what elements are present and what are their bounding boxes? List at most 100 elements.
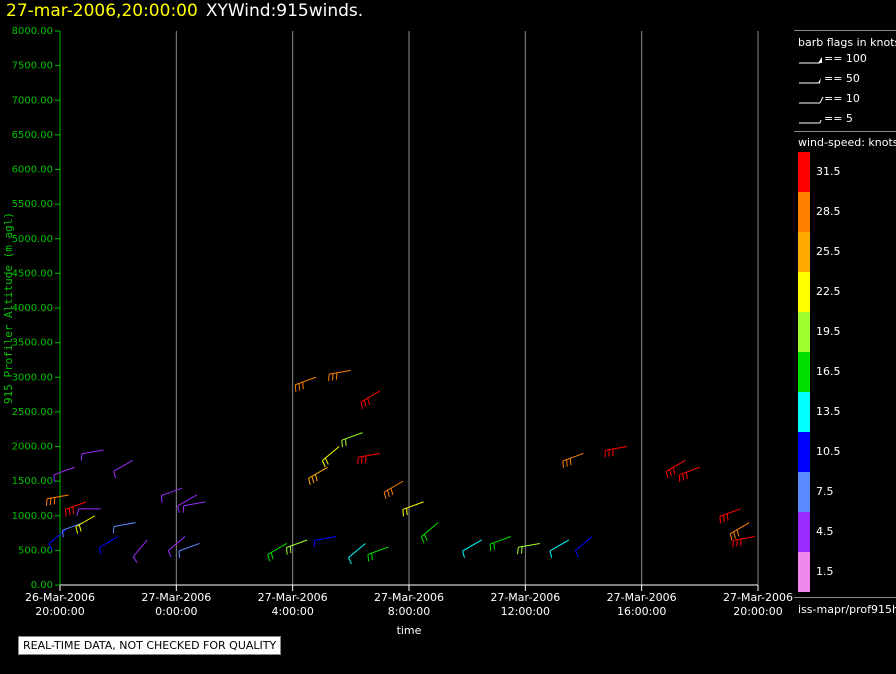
wind-barb [286,539,308,555]
wind-barb [65,501,87,517]
wind-barb [112,522,136,534]
colorbar-label: 7.5 [816,485,834,498]
y-tick-label: 7000.00 [12,95,53,106]
y-tick-label: 2500.00 [12,407,53,418]
wind-barb [729,522,750,541]
colorbar-label: 13.5 [816,405,841,418]
x-tick-label: 16:00:00 [617,605,666,618]
colorbar-label: 1.5 [816,565,834,578]
title-bar: 27-mar-2006,20:00:00 XYWind:915winds. [6,1,363,21]
wind-barb [167,536,186,558]
wind-barb [267,543,288,562]
colorbar-swatch [798,232,810,272]
date-title: 27-mar-2006,20:00:00 [6,1,198,21]
y-tick-label: 0.00 [31,580,53,591]
wind-barb [113,459,133,479]
x-tick-label: 27-Mar-2006 [723,591,793,604]
wind-barb [678,466,701,482]
source-label: iss-mapr/prof915h [798,603,896,616]
colorbar-swatch [798,392,810,432]
y-tick-label: 6500.00 [12,130,53,141]
wind-barb [367,546,389,562]
wind-barb [517,542,540,555]
wind-barb [574,536,593,558]
wind-barb [177,494,197,513]
y-tick-label: 3500.00 [12,338,53,349]
colorbar-swatch [798,192,810,232]
colorbar-label: 16.5 [816,365,841,378]
barb-flag-item: == 10 [798,92,896,106]
y-tick-label: 5000.00 [12,234,53,245]
barb-flag-icon [799,119,822,124]
x-tick-label: 0:00:00 [155,605,197,618]
colorbar-swatch [798,512,810,552]
barb-flag-label: == 100 [824,52,867,65]
wind-profiler-chart: 26-Mar-200620:00:0027-Mar-20060:00:0027-… [2,26,793,637]
wind-barb [462,539,482,558]
wind-barb [321,446,340,468]
x-tick-label: 27-Mar-2006 [374,591,444,604]
colorbar-label: 25.5 [816,245,841,258]
wind-barb [80,449,104,461]
x-tick-label: 12:00:00 [501,605,550,618]
y-tick-label: 6000.00 [12,165,53,176]
colorbar-label: 4.5 [816,525,834,538]
y-tick-label: 4500.00 [12,268,53,279]
barb-flag-icon [799,96,824,104]
wind-barb [341,432,363,448]
x-tick-label: 27-Mar-2006 [490,591,560,604]
wind-barb [75,515,96,534]
colorbar-swatch [798,432,810,472]
wind-barb [98,536,119,555]
x-tick-label: 27-Mar-2006 [607,591,677,604]
legend-separator [794,30,896,31]
x-tick-label: 27-Mar-2006 [258,591,328,604]
y-tick-label: 2000.00 [12,442,53,453]
wind-barb [549,539,570,558]
y-tick-label: 1500.00 [12,476,53,487]
barb-flag-icon [799,57,822,64]
y-axis-label: 915 Profiler Altitude (m agl) [2,212,15,404]
x-tick-label: 4:00:00 [271,605,313,618]
barb-flag-item: == 100 [798,52,896,66]
y-tick-label: 5500.00 [12,199,53,210]
wind-barb [383,480,404,500]
colorbar-label: 10.5 [816,445,841,458]
colorbar-swatch [798,312,810,352]
wind-barb [732,536,756,548]
barb-flag-icon [799,78,821,84]
x-tick-label: 20:00:00 [733,605,782,618]
x-tick-label: 27-Mar-2006 [141,591,211,604]
quality-notice: REAL-TIME DATA, NOT CHECKED FOR QUALITY [18,636,282,655]
plot-name-title: XYWind:915winds. [205,1,364,21]
wind-barb [313,536,337,548]
colorbar-swatch [798,352,810,392]
barb-legend-title: barb flags in knots [798,36,896,49]
wind-barb [160,487,183,503]
colorbar-swatch [798,272,810,312]
legend-panel: barb flags in knots == 100 == 50 == 10 == 5… [794,30,896,624]
wind-barb [76,508,101,516]
wind-barb [604,446,628,458]
wind-barb [132,539,148,563]
colorbar-label: 22.5 [816,285,841,298]
x-axis-label: time [397,624,422,637]
colorbar-label: 31.5 [816,165,841,178]
wind-barb [420,522,439,544]
wind-barb [45,494,69,506]
wind-barb [402,501,424,517]
barb-flag-item: == 50 [798,72,896,86]
colorbar-swatch [798,472,810,512]
barb-flag-label: == 5 [824,112,853,125]
wind-barb [178,542,200,558]
legend-separator [794,131,896,132]
speed-legend-title: wind-speed: knots [798,136,896,149]
wind-barb [489,536,511,552]
wind-barb [182,501,206,513]
wind-barb [294,376,317,392]
y-tick-label: 8000.00 [12,26,53,37]
colorbar-swatch [798,152,810,192]
wind-barb [719,508,741,524]
colorbar-swatch [798,552,810,592]
barb-flag-label: == 10 [824,92,860,105]
